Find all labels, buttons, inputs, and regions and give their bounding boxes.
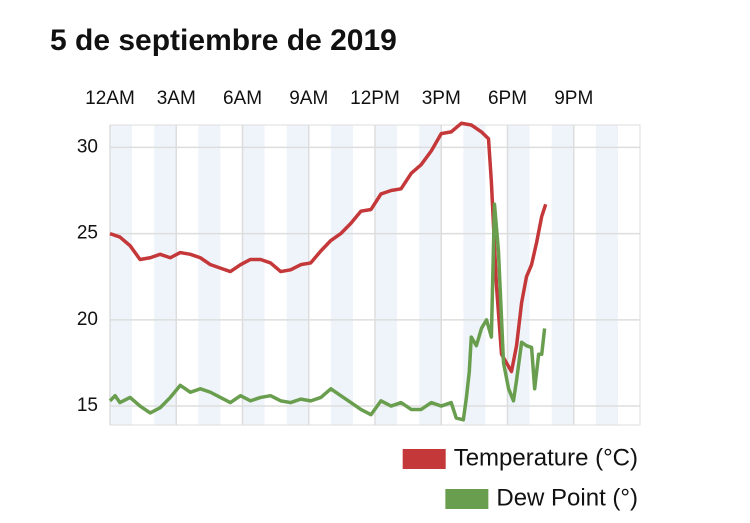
- hour-band: [419, 125, 442, 425]
- x-tick-label: 6AM: [223, 88, 262, 109]
- hour-band: [507, 125, 530, 425]
- hour-band: [110, 125, 133, 425]
- legend-label: Temperature (°C): [454, 444, 638, 471]
- hour-band: [595, 125, 618, 425]
- hour-band: [330, 125, 353, 425]
- hour-band: [198, 125, 221, 425]
- y-tick-label: 25: [77, 223, 98, 244]
- hour-band: [375, 125, 398, 425]
- legend-swatch: [445, 489, 489, 509]
- line: [108, 202, 547, 422]
- y-tick-label: 30: [77, 136, 98, 157]
- x-tick-label: 6PM: [488, 88, 527, 109]
- hour-band: [154, 125, 177, 425]
- x-tick-label: 3PM: [422, 88, 461, 109]
- legend-label: Dew Point (°): [496, 484, 638, 511]
- chart-title: 5 de septiembre de 2019: [50, 24, 397, 57]
- x-tick-label: 9PM: [554, 88, 593, 109]
- hour-band: [286, 125, 309, 425]
- y-tick-label: 20: [77, 309, 98, 330]
- hour-band: [551, 125, 574, 425]
- hour-band: [242, 125, 265, 425]
- legend-swatch: [402, 449, 446, 469]
- x-tick-label: 12AM: [85, 88, 135, 109]
- y-tick-label: 15: [77, 395, 98, 416]
- line: [109, 121, 548, 374]
- x-tick-label: 9AM: [289, 88, 328, 109]
- x-tick-label: 12PM: [350, 88, 400, 109]
- x-tick-label: 3AM: [157, 88, 196, 109]
